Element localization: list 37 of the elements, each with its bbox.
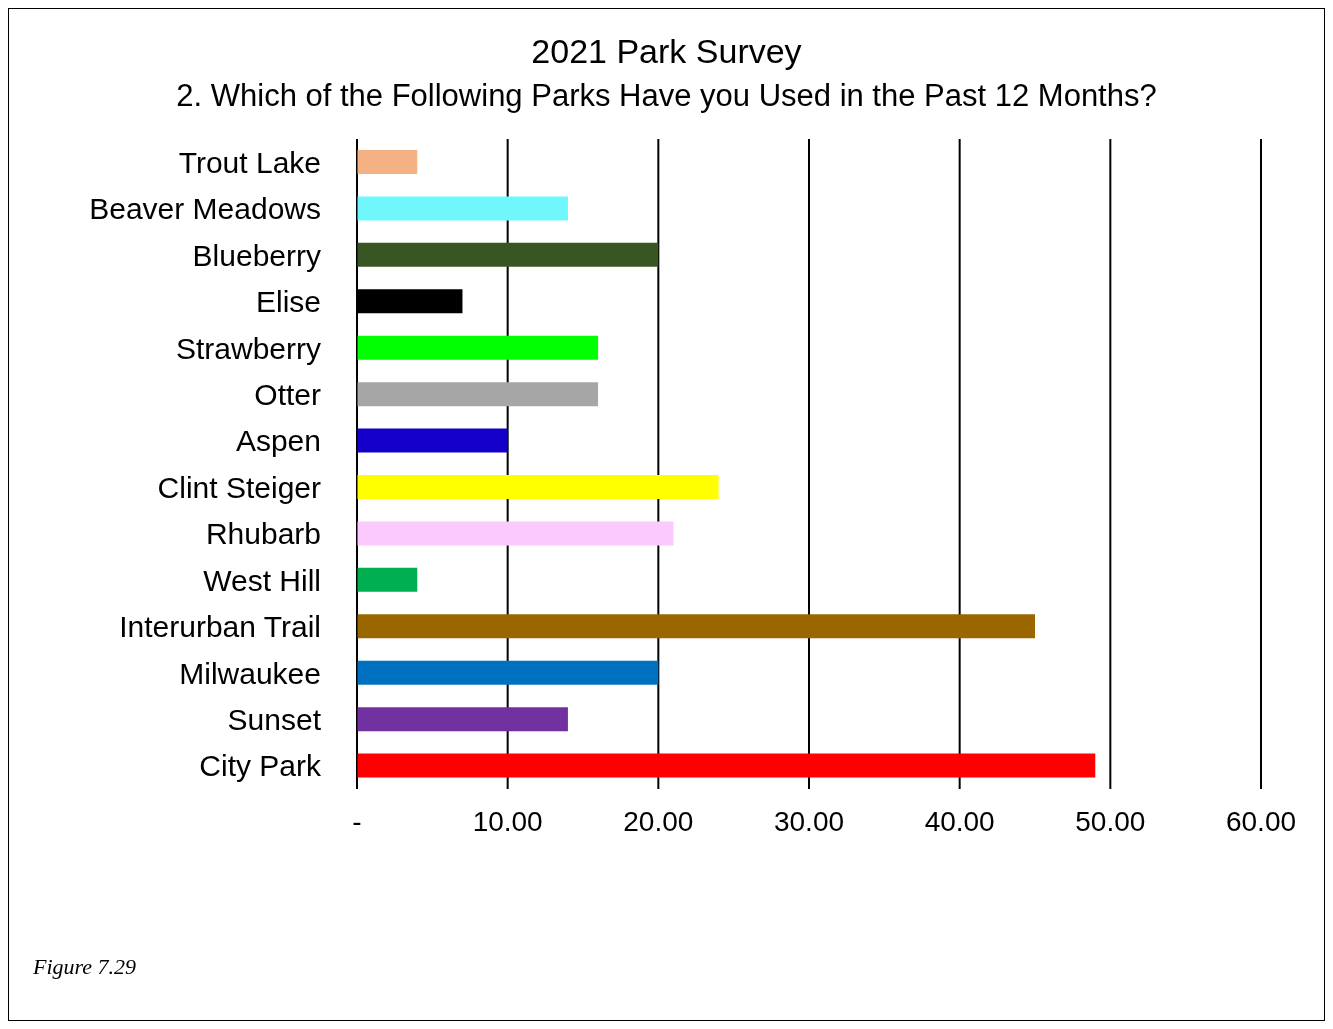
x-tick-label: 50.00 — [1075, 805, 1146, 837]
y-tick-label: Aspen — [235, 424, 321, 458]
y-tick-label: Trout Lake — [178, 145, 321, 179]
caption: Figure 7.29 — [33, 954, 137, 980]
bar — [357, 428, 508, 453]
bar — [357, 335, 599, 360]
bar — [357, 753, 1096, 778]
bar — [357, 567, 418, 592]
y-tick-label: Clint Steiger — [157, 470, 322, 504]
bar — [357, 150, 418, 174]
x-tick-label: 40.00 — [924, 805, 995, 837]
y-tick-label: City Park — [199, 749, 322, 783]
bar — [357, 242, 659, 267]
y-tick-label: Interurban Trail — [119, 610, 321, 644]
x-tick-label: 10.00 — [472, 805, 543, 837]
bar — [357, 382, 599, 407]
x-tick-label: 30.00 — [773, 805, 845, 837]
y-tick-label: Sunset — [227, 703, 322, 737]
y-tick-label: Milwaukee — [179, 656, 321, 690]
x-tick-label: - — [352, 805, 362, 837]
chart-subtitle: 2. Which of the Following Parks Have you Used in the Past 12 Months? — [175, 77, 1158, 115]
bar — [357, 614, 1035, 639]
bar — [357, 475, 719, 499]
y-tick-label: Strawberry — [175, 331, 321, 365]
y-tick-label: Rhubarb — [205, 517, 321, 551]
x-tick-label: 60.00 — [1225, 805, 1297, 837]
y-tick-label: West Hill — [203, 563, 321, 597]
bar — [357, 521, 674, 546]
y-tick-label: Blueberry — [192, 238, 321, 272]
y-tick-label: Elise — [255, 285, 321, 319]
x-tick-label: 20.00 — [623, 805, 694, 837]
y-tick-label: Otter — [254, 378, 321, 412]
bar — [357, 707, 568, 732]
chart-title: 2021 Park Survey — [530, 31, 803, 72]
bar — [357, 196, 568, 221]
y-tick-label: Beaver Meadows — [89, 192, 321, 226]
bar — [357, 660, 659, 685]
